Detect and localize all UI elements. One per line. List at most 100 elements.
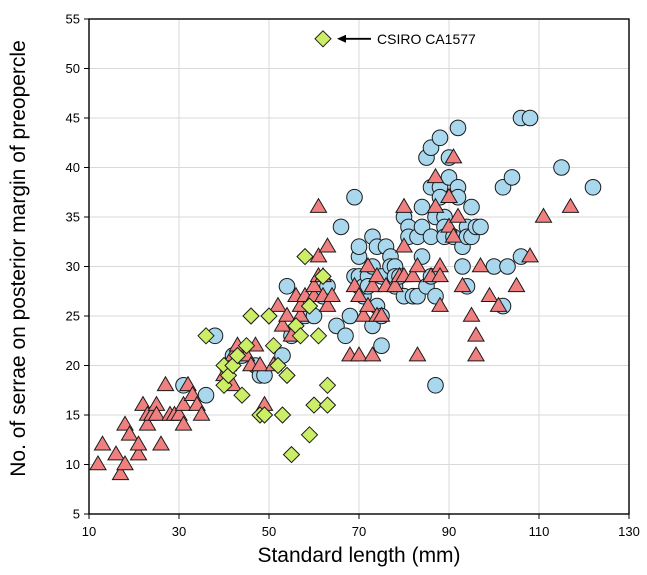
circle-point: [449, 119, 467, 137]
diamond-point: [305, 396, 323, 414]
triangle-point: [251, 356, 269, 372]
triangle-point: [426, 197, 445, 213]
x-tick-label: 10: [82, 524, 96, 539]
triangle-point: [372, 306, 391, 322]
diamond-point: [278, 366, 296, 385]
y-tick-label: 5: [73, 507, 80, 522]
triangle-point: [363, 346, 382, 362]
y-tick-label: 55: [66, 12, 80, 27]
triangle-point: [93, 435, 112, 451]
triangle-point: [273, 316, 292, 332]
y-tick-label: 30: [66, 259, 80, 274]
diamond-point: [228, 346, 247, 365]
triangle-point: [431, 266, 449, 283]
triangle-point: [395, 197, 413, 213]
circle-point: [431, 129, 449, 147]
triangle-point: [471, 257, 490, 273]
diamond-point: [314, 267, 332, 286]
diamond-point: [264, 336, 283, 355]
diamond-point: [237, 336, 256, 355]
diamond-point: [282, 445, 301, 464]
triangle-point: [174, 395, 193, 411]
diamond-point: [233, 386, 251, 404]
annotation: CSIRO CA1577: [337, 31, 476, 47]
triangle-point: [129, 445, 148, 461]
diamond-point: [273, 406, 292, 424]
circle-point: [373, 337, 390, 355]
triangle-point: [120, 425, 139, 441]
grid: [89, 19, 629, 514]
circle-point: [454, 258, 471, 275]
annotation-label: CSIRO CA1577: [377, 31, 476, 47]
circle-point: [346, 188, 363, 206]
circle-point: [413, 198, 431, 216]
triangle-point: [395, 237, 413, 253]
circle-point: [337, 327, 354, 345]
y-tick-label: 10: [66, 457, 80, 472]
triangle-point: [89, 455, 107, 471]
circle-point: [332, 218, 350, 236]
triangle-point: [426, 167, 445, 184]
y-tick-label: 15: [66, 408, 80, 423]
triangle-point: [111, 464, 130, 481]
triangle-point: [453, 276, 472, 293]
triangle-point: [192, 405, 211, 421]
triangle-point: [444, 148, 463, 164]
triangle-point: [404, 266, 422, 283]
triangle-point: [129, 435, 148, 451]
circle-point: [427, 377, 444, 394]
triangle-point: [521, 247, 539, 263]
triangle-point: [174, 415, 193, 431]
triangle-point: [363, 276, 382, 293]
diamond-point: [291, 327, 310, 345]
data-points: [89, 30, 602, 481]
circle-point: [521, 109, 539, 127]
diamond-point: [300, 297, 319, 315]
triangle-point: [278, 306, 296, 322]
triangle-point: [350, 346, 368, 362]
diamond-point: [197, 327, 215, 345]
circle-point: [472, 218, 489, 236]
diamond-point: [260, 307, 278, 325]
y-tick-label: 20: [66, 358, 80, 373]
y-axis-title: No. of serrae on posterior margin of pre…: [7, 40, 30, 477]
diamond-point: [255, 406, 274, 424]
triangle-point: [534, 207, 553, 223]
triangle-point: [368, 266, 386, 283]
triangle-point: [467, 326, 485, 342]
triangle-point: [323, 286, 341, 302]
triangle-point: [408, 346, 427, 362]
triangle-point: [116, 455, 134, 471]
circle-point: [197, 386, 215, 404]
triangle-series: [89, 148, 580, 481]
triangle-point: [444, 227, 463, 243]
triangle-point: [305, 276, 323, 293]
triangle-point: [467, 346, 485, 362]
diamond-point: [309, 327, 328, 345]
y-tick-label: 35: [66, 210, 80, 225]
triangle-point: [269, 296, 287, 312]
y-tick-label: 40: [66, 160, 80, 175]
triangle-point: [350, 286, 368, 302]
x-axis-title: Standard length (mm): [257, 544, 460, 567]
annotation-arrow-head: [337, 34, 346, 43]
circle-point: [503, 169, 521, 186]
y-tick-label: 25: [66, 309, 80, 324]
diamond-point: [269, 356, 287, 375]
triangle-point: [386, 276, 404, 293]
triangle-point: [156, 375, 175, 392]
circle-point: [584, 179, 602, 196]
x-tick-label: 70: [352, 524, 366, 539]
triangle-point: [449, 207, 467, 223]
x-tick-label: 110: [529, 524, 550, 539]
circle-point: [341, 307, 359, 325]
diamond-point: [300, 426, 319, 444]
diamond-series: [197, 30, 337, 464]
circle-point: [350, 238, 368, 255]
circle-point: [553, 159, 570, 176]
diamond-point: [296, 247, 314, 266]
y-tick-label: 50: [66, 61, 80, 76]
triangle-point: [147, 405, 166, 421]
triangle-point: [359, 257, 377, 273]
